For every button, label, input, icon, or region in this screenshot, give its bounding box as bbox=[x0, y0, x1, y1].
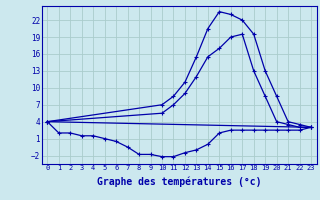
X-axis label: Graphe des températures (°c): Graphe des températures (°c) bbox=[97, 177, 261, 187]
